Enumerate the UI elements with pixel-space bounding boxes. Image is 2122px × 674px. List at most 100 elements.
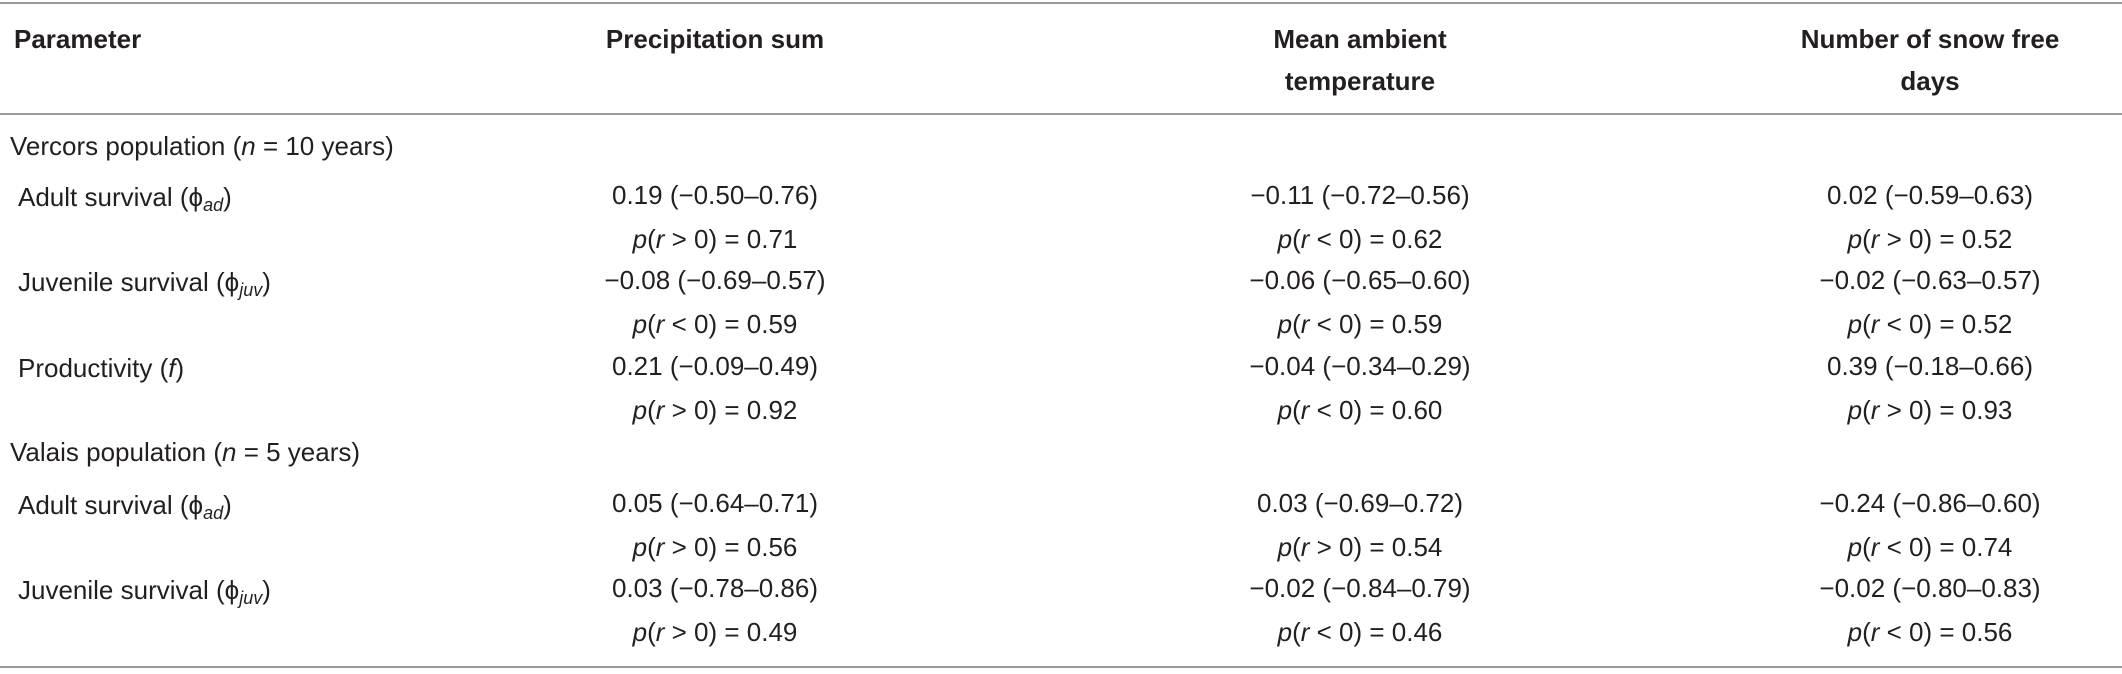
prob-r: r [1300,395,1310,425]
prob-r: r [655,395,665,425]
cell-probability: p(r > 0) = 0.93 [1760,388,2100,432]
prob-r: r [655,532,665,562]
cell-value: −0.11 (−0.72–0.56) [1250,180,1470,210]
prob-rel: < 0) = 0.60 [1309,395,1443,425]
row-label-close: ) [262,575,271,605]
table-cell: −0.02 (−0.63–0.57) p(r < 0) = 0.52 [1760,258,2100,346]
table-cell: −0.02 (−0.80–0.83) p(r < 0) = 0.56 [1760,566,2100,654]
row-label-symbol: f [168,353,176,383]
section-n-text: = 10 years) [255,131,394,161]
row-label-text: Adult survival ( [18,490,189,520]
cell-probability: p(r < 0) = 0.52 [1760,302,2100,346]
prob-r: r [1870,617,1880,647]
prob-rel: < 0) = 0.62 [1309,224,1443,254]
prob-rel: < 0) = 0.52 [1879,309,2013,339]
cell-value: 0.19 (−0.50–0.76) [612,180,818,210]
prob-r: r [1870,224,1880,254]
row-label-subscript: ad [203,195,224,215]
row-label-symbol: ϕ [224,575,240,605]
prob-rel: > 0) = 0.54 [1309,532,1443,562]
cell-probability: p(r > 0) = 0.56 [530,525,900,569]
cell-probability: p(r < 0) = 0.56 [1760,610,2100,654]
prob-open: ( [1862,532,1871,562]
table-cell: −0.08 (−0.69–0.57) p(r < 0) = 0.59 [530,258,900,346]
row-label: Adult survival (ϕad) [18,486,232,524]
cell-value: −0.02 (−0.80–0.83) [1819,573,2041,603]
prob-open: ( [647,224,656,254]
cell-value: −0.02 (−0.84–0.79) [1249,573,1471,603]
prob-open: ( [647,532,656,562]
header-mean-ambient-temperature: Mean ambient temperature [1170,18,1550,102]
cell-value: −0.04 (−0.34–0.29) [1249,351,1471,381]
prob-r: r [655,309,665,339]
row-label-text: Adult survival ( [18,182,189,212]
header-rule [0,113,2122,115]
cell-probability: p(r < 0) = 0.59 [1170,302,1550,346]
row-label-subscript: juv [239,280,263,300]
header-snow-free-line2: days [1900,66,1960,96]
table-cell: −0.06 (−0.65–0.60) p(r < 0) = 0.59 [1170,258,1550,346]
cell-value: 0.05 (−0.64–0.71) [612,488,818,518]
prob-rel: > 0) = 0.92 [664,395,798,425]
prob-rel: > 0) = 0.93 [1879,395,2013,425]
prob-p: p [1847,532,1863,562]
cell-probability: p(r < 0) = 0.74 [1760,525,2100,569]
prob-open: ( [1292,617,1301,647]
prob-p: p [1847,224,1863,254]
cell-value: 0.03 (−0.69–0.72) [1257,488,1463,518]
cell-value: 0.02 (−0.59–0.63) [1827,180,2033,210]
row-label-text: Juvenile survival ( [18,575,225,605]
prob-p: p [632,395,648,425]
section-n-symbol: n [222,437,237,467]
header-mean-ambient-line2: temperature [1284,66,1436,96]
prob-rel: < 0) = 0.59 [664,309,798,339]
prob-open: ( [647,395,656,425]
cell-probability: p(r > 0) = 0.92 [530,388,900,432]
prob-p: p [632,532,648,562]
prob-p: p [1277,617,1293,647]
prob-r: r [1300,224,1310,254]
row-label-symbol: ϕ [224,267,240,297]
table-cell: −0.11 (−0.72–0.56) p(r < 0) = 0.62 [1170,173,1550,261]
row-label-text: Juvenile survival ( [18,267,225,297]
row-label-close: ) [175,353,185,383]
prob-r: r [1870,532,1880,562]
prob-open: ( [647,309,656,339]
header-snow-free-line1: Number of snow free [1800,24,2060,54]
cell-probability: p(r < 0) = 0.62 [1170,217,1550,261]
row-label-subscript: ad [203,503,224,523]
prob-r: r [1300,617,1310,647]
prob-p: p [1277,532,1293,562]
cell-value: −0.24 (−0.86–0.60) [1819,488,2041,518]
prob-r: r [1300,309,1310,339]
row-label: Adult survival (ϕad) [18,178,232,216]
row-label-close: ) [223,182,232,212]
header-parameter: Parameter [14,24,142,54]
header-snow-free-days: Number of snow free days [1760,18,2100,102]
prob-r: r [1870,395,1880,425]
row-label-close: ) [223,490,232,520]
table-bottom-rule [0,666,2122,668]
table-cell: 0.39 (−0.18–0.66) p(r > 0) = 0.93 [1760,344,2100,432]
prob-rel: > 0) = 0.56 [664,532,798,562]
prob-open: ( [1862,395,1871,425]
cell-value: 0.21 (−0.09–0.49) [612,351,818,381]
prob-p: p [632,309,648,339]
prob-rel: > 0) = 0.71 [664,224,798,254]
cell-probability: p(r < 0) = 0.46 [1170,610,1550,654]
prob-open: ( [1292,532,1301,562]
prob-rel: > 0) = 0.52 [1879,224,2013,254]
table-cell: 0.19 (−0.50–0.76) p(r > 0) = 0.71 [530,173,900,261]
cell-probability: p(r > 0) = 0.71 [530,217,900,261]
cell-value: −0.06 (−0.65–0.60) [1249,265,1471,295]
prob-open: ( [1292,224,1301,254]
prob-p: p [1847,395,1863,425]
section-heading: Vercors population (n = 10 years) [10,127,394,165]
row-label-symbol: ϕ [188,182,204,212]
prob-p: p [1277,224,1293,254]
table-cell: −0.02 (−0.84–0.79) p(r < 0) = 0.46 [1170,566,1550,654]
prob-r: r [655,224,665,254]
prob-rel: < 0) = 0.46 [1309,617,1443,647]
prob-open: ( [647,617,656,647]
